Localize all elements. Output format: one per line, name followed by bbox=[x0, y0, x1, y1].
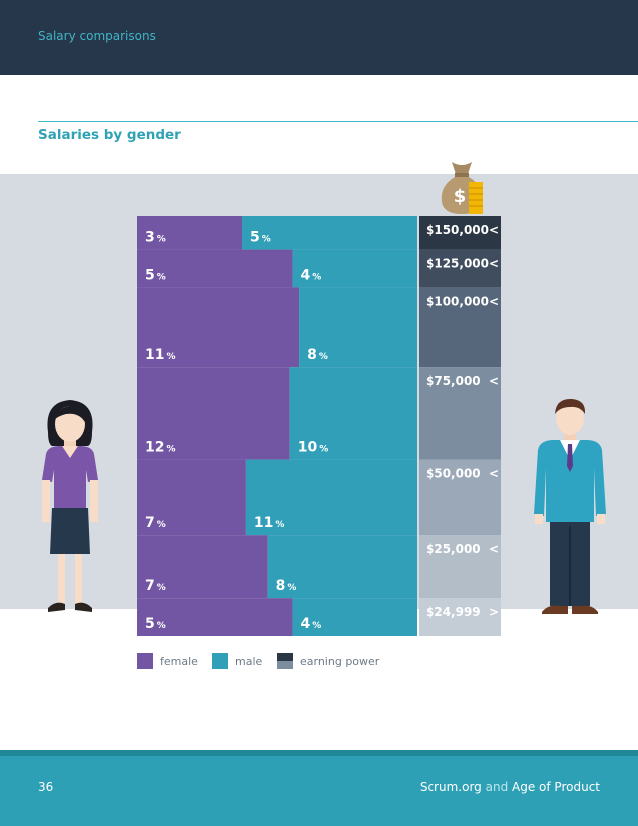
footer-joiner: and bbox=[485, 780, 509, 794]
page-number: 36 bbox=[38, 780, 54, 794]
legend-swatch-male bbox=[212, 653, 228, 669]
earning-power-amount-3: $75,000 bbox=[426, 374, 481, 388]
earning-power-amount-1: $125,000 bbox=[426, 257, 489, 271]
male-bar-1 bbox=[292, 249, 417, 288]
earning-power-bar-3 bbox=[419, 367, 501, 460]
legend-swatch-female bbox=[137, 653, 153, 669]
earning-power-sign-1: < bbox=[489, 257, 499, 271]
male-bar-6 bbox=[292, 598, 417, 636]
earning-power-bar-5 bbox=[419, 535, 501, 599]
footer-brand-age-of-product: Age of Product bbox=[512, 780, 600, 794]
earning-power-sign-4: < bbox=[489, 467, 499, 481]
female-bar-5 bbox=[137, 535, 268, 599]
earning-power-bar-0 bbox=[419, 216, 501, 250]
legend-swatch-earning-power bbox=[277, 653, 293, 669]
header-title: Salary comparisons bbox=[38, 29, 156, 43]
svg-text:$: $ bbox=[454, 186, 467, 207]
male-bar-5 bbox=[267, 535, 417, 599]
earning-power-amount-6: $24,999 bbox=[426, 605, 481, 619]
earning-power-amount-0: $150,000 bbox=[426, 223, 489, 237]
earning-power-sign-3: < bbox=[489, 374, 499, 388]
female-figure-icon bbox=[42, 400, 98, 612]
page-header: Salary comparisons bbox=[0, 0, 638, 75]
footer-brand-scrum: Scrum.org bbox=[419, 780, 482, 794]
earning-power-bar-4 bbox=[419, 459, 501, 536]
section-title: Salaries by gender bbox=[38, 127, 181, 143]
female-bar-6 bbox=[137, 598, 293, 636]
legend-item-earning-power: earning power bbox=[277, 653, 379, 669]
footer-credits: Scrum.org and Age of Product bbox=[420, 780, 600, 794]
earning-power-bar-1 bbox=[419, 249, 501, 288]
legend-item-male: male bbox=[212, 653, 262, 669]
earning-power-sign-2: < bbox=[489, 294, 499, 308]
money-bag-icon: $ bbox=[441, 162, 483, 214]
female-bar-1 bbox=[137, 249, 293, 288]
earning-power-sign-6: > bbox=[489, 605, 499, 619]
female-bar-3 bbox=[137, 367, 290, 460]
male-bar-0 bbox=[242, 216, 417, 250]
earning-power-amount-2: $100,000 bbox=[426, 294, 489, 308]
female-bar-2 bbox=[137, 287, 300, 368]
page-footer: 36 Scrum.org and Age of Product bbox=[0, 750, 638, 826]
earning-power-sign-5: < bbox=[489, 542, 499, 556]
male-figure-icon bbox=[534, 398, 606, 614]
male-bar-4 bbox=[245, 459, 417, 536]
female-bar-0 bbox=[137, 216, 242, 250]
female-bar-4 bbox=[137, 459, 246, 536]
male-bar-3 bbox=[289, 367, 417, 460]
male-bar-2 bbox=[299, 287, 417, 368]
legend-label-female: female bbox=[160, 654, 198, 668]
footer-strip bbox=[0, 750, 638, 756]
legend-label-earning-power: earning power bbox=[300, 654, 380, 668]
earning-power-sign-0: < bbox=[489, 223, 499, 237]
earning-power-amount-5: $25,000 bbox=[426, 542, 481, 556]
legend-label-male: male bbox=[235, 654, 263, 668]
section-rule bbox=[38, 121, 638, 122]
earning-power-bar-2 bbox=[419, 287, 501, 368]
earning-power-amount-4: $50,000 bbox=[426, 467, 481, 481]
legend-item-female: female bbox=[137, 653, 198, 669]
earning-power-bar-6 bbox=[419, 598, 501, 636]
